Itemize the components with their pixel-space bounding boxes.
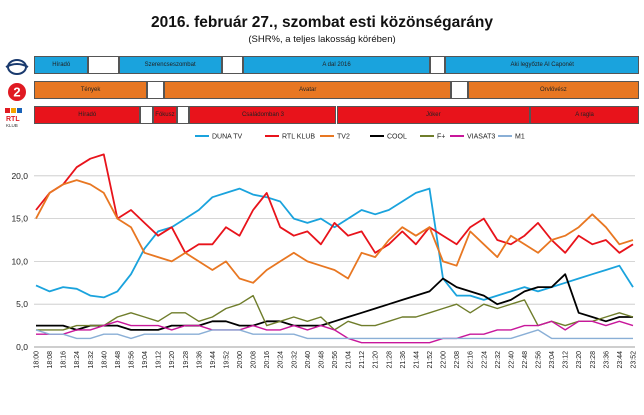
x-tick-label: 19:28 — [183, 351, 190, 369]
series-line — [36, 320, 634, 344]
series-line — [36, 273, 633, 331]
x-tick-label: 18:16 — [61, 351, 68, 369]
program-segment: Családomban 3 — [189, 106, 337, 124]
chart-subtitle: (SHR%, a teljes lakosság körében) — [248, 34, 396, 45]
x-tick-label: 20:08 — [251, 351, 258, 369]
program-segment: Orvlövész — [467, 81, 639, 99]
x-tick-label: 18:24 — [74, 351, 81, 369]
program-band: Tények Avatar Orvlövész — [34, 81, 639, 99]
series-line — [35, 187, 634, 301]
x-tick-label: 19:20 — [169, 351, 176, 369]
svg-text:RTL: RTL — [6, 116, 20, 123]
x-tick-label: 21:28 — [386, 351, 393, 369]
x-tick-label: 19:12 — [156, 351, 163, 369]
rtl-klub-logo-icon: RTL KLUB — [5, 108, 22, 128]
x-tick-label: 23:28 — [590, 351, 597, 369]
x-tick-label: 23:36 — [603, 351, 610, 369]
legend-label: TV2 — [337, 134, 350, 141]
legend-label: COOL — [387, 134, 407, 141]
x-tick-label: 19:04 — [142, 351, 149, 369]
x-tick-label: 23:12 — [563, 351, 570, 369]
legend-label: F+ — [437, 134, 445, 141]
series-line — [35, 179, 634, 284]
legend-label: RTL KLUB — [282, 134, 315, 141]
x-tick-label: 18:56 — [128, 351, 135, 369]
x-tick-label: 19:52 — [223, 351, 230, 369]
x-tick-label: 22:48 — [522, 351, 529, 369]
x-tick-label: 21:20 — [373, 351, 380, 369]
program-band: Híradó Fókusz Családomban 3 Jóker A ragla — [34, 106, 639, 124]
x-tick-label: 18:00 — [34, 351, 41, 369]
x-tick-label: 18:08 — [47, 351, 54, 369]
program-segment: Aki legyőzte Al Caponét — [445, 56, 639, 74]
program-segment: Jóker — [336, 106, 531, 124]
x-tick-label: 22:00 — [441, 351, 448, 369]
x-tick-label: 21:04 — [346, 351, 353, 369]
x-tick-label: 20:48 — [318, 351, 325, 369]
svg-text:KLUB: KLUB — [6, 123, 18, 128]
legend-label: DUNA TV — [212, 134, 243, 141]
program-segment: A ragla — [530, 106, 639, 124]
program-gap — [88, 56, 119, 74]
program-segment: Avatar — [164, 81, 452, 99]
x-tick-label: 22:16 — [468, 351, 475, 369]
x-tick-label: 18:48 — [115, 351, 122, 369]
x-tick-label: 23:20 — [576, 351, 583, 369]
y-tick-label: 20,0 — [11, 171, 28, 181]
x-tick-label: 18:32 — [88, 351, 95, 369]
tv2-logo-icon: 2 — [8, 83, 26, 101]
x-tick-label: 19:44 — [210, 351, 217, 369]
x-tick-label: 23:44 — [617, 351, 624, 369]
x-tick-label: 21:36 — [400, 351, 407, 369]
legend-label: VIASAT3 — [467, 134, 495, 141]
program-segment: Tények — [34, 81, 148, 99]
program-band: Híradó Szerencseszombat A dal 2016 Aki legy… — [34, 56, 639, 74]
duna-tv-logo-icon — [5, 59, 29, 75]
x-tick-label: 20:24 — [278, 351, 285, 369]
x-tick-label: 18:40 — [101, 351, 108, 369]
program-gap — [140, 106, 153, 124]
x-tick-label: 22:32 — [495, 351, 502, 369]
x-tick-label: 21:12 — [359, 351, 366, 369]
x-tick-label: 20:00 — [237, 351, 244, 369]
x-tick-label: 22:56 — [536, 351, 543, 369]
y-tick-label: 10,0 — [11, 256, 28, 266]
x-tick-label: 22:24 — [481, 351, 488, 369]
x-tick-label: 20:40 — [305, 351, 312, 369]
program-segment: Híradó — [34, 106, 141, 124]
chart-title: 2016. február 27., szombat esti közönség… — [151, 14, 493, 31]
x-tick-label: 21:44 — [413, 351, 420, 369]
x-tick-label: 20:16 — [264, 351, 271, 369]
x-tick-label: 22:40 — [508, 351, 515, 369]
program-gap — [430, 56, 446, 74]
x-tick-label: 20:56 — [332, 351, 339, 369]
program-gap — [451, 81, 468, 99]
program-segment: Fókusz — [152, 106, 178, 124]
series-line — [35, 153, 634, 254]
y-tick-label: 5,0 — [16, 299, 28, 309]
program-gap — [221, 56, 243, 74]
program-gap — [177, 106, 190, 124]
program-segment: A dal 2016 — [242, 56, 431, 74]
x-tick-label: 23:04 — [549, 351, 556, 369]
program-segment: Híradó — [34, 56, 89, 74]
y-tick-label: 0,0 — [16, 342, 28, 352]
y-tick-label: 15,0 — [11, 214, 28, 224]
x-tick-label: 20:32 — [291, 351, 298, 369]
series-line — [35, 329, 633, 340]
program-gap — [147, 81, 165, 99]
svg-text:2: 2 — [13, 85, 20, 100]
program-segment: Szerencseszombat — [118, 56, 222, 74]
x-tick-label: 23:52 — [631, 351, 638, 369]
series-line — [36, 294, 634, 331]
x-tick-label: 19:36 — [196, 351, 203, 369]
legend-label: M1 — [515, 134, 525, 141]
x-tick-label: 21:52 — [427, 351, 434, 369]
x-tick-label: 22:08 — [454, 351, 461, 369]
